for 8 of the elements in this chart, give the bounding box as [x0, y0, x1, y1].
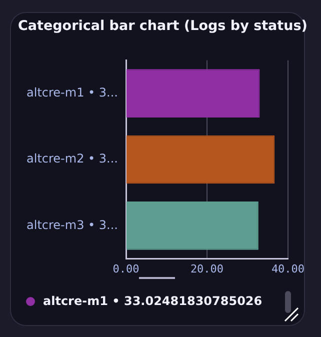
chart-title: Categorical bar chart (Logs by status) — [18, 18, 308, 34]
x-tick-label: 0.00 — [112, 262, 140, 276]
x-tick-label: 20.00 — [190, 262, 224, 276]
y-tick-label: altcre-m2 • 3... — [26, 152, 118, 166]
x-tick-label: 40.00 — [271, 262, 305, 276]
y-tick-label: altcre-m3 • 3... — [26, 218, 118, 232]
y-tick-label: altcre-m1 • 3... — [26, 85, 118, 100]
text: altcre-m1 • 33.02481830785026 — [43, 294, 262, 308]
